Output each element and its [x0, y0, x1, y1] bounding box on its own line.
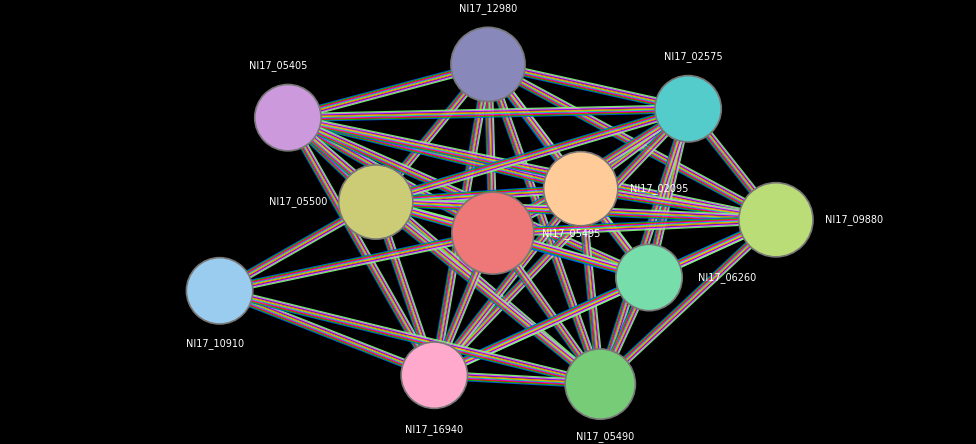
Text: NI17_05405: NI17_05405: [249, 60, 307, 71]
Ellipse shape: [255, 84, 321, 151]
Ellipse shape: [401, 342, 468, 408]
Ellipse shape: [186, 258, 253, 324]
Ellipse shape: [544, 151, 618, 226]
Ellipse shape: [451, 27, 525, 102]
Text: NI17_06260: NI17_06260: [698, 272, 756, 283]
Text: NI17_09880: NI17_09880: [825, 214, 883, 225]
Text: NI17_05490: NI17_05490: [576, 431, 634, 442]
Text: NI17_16940: NI17_16940: [405, 424, 464, 435]
Text: NI17_02575: NI17_02575: [664, 51, 722, 62]
Ellipse shape: [565, 349, 635, 419]
Text: NI17_02095: NI17_02095: [630, 183, 688, 194]
Text: NI17_12980: NI17_12980: [459, 3, 517, 14]
Ellipse shape: [616, 244, 682, 311]
Ellipse shape: [655, 75, 721, 142]
Text: NI17_10910: NI17_10910: [185, 338, 244, 349]
Text: NI17_05500: NI17_05500: [268, 197, 327, 207]
Ellipse shape: [452, 192, 534, 274]
Text: NI17_05495: NI17_05495: [542, 228, 600, 238]
Ellipse shape: [739, 182, 813, 257]
Ellipse shape: [339, 165, 413, 239]
